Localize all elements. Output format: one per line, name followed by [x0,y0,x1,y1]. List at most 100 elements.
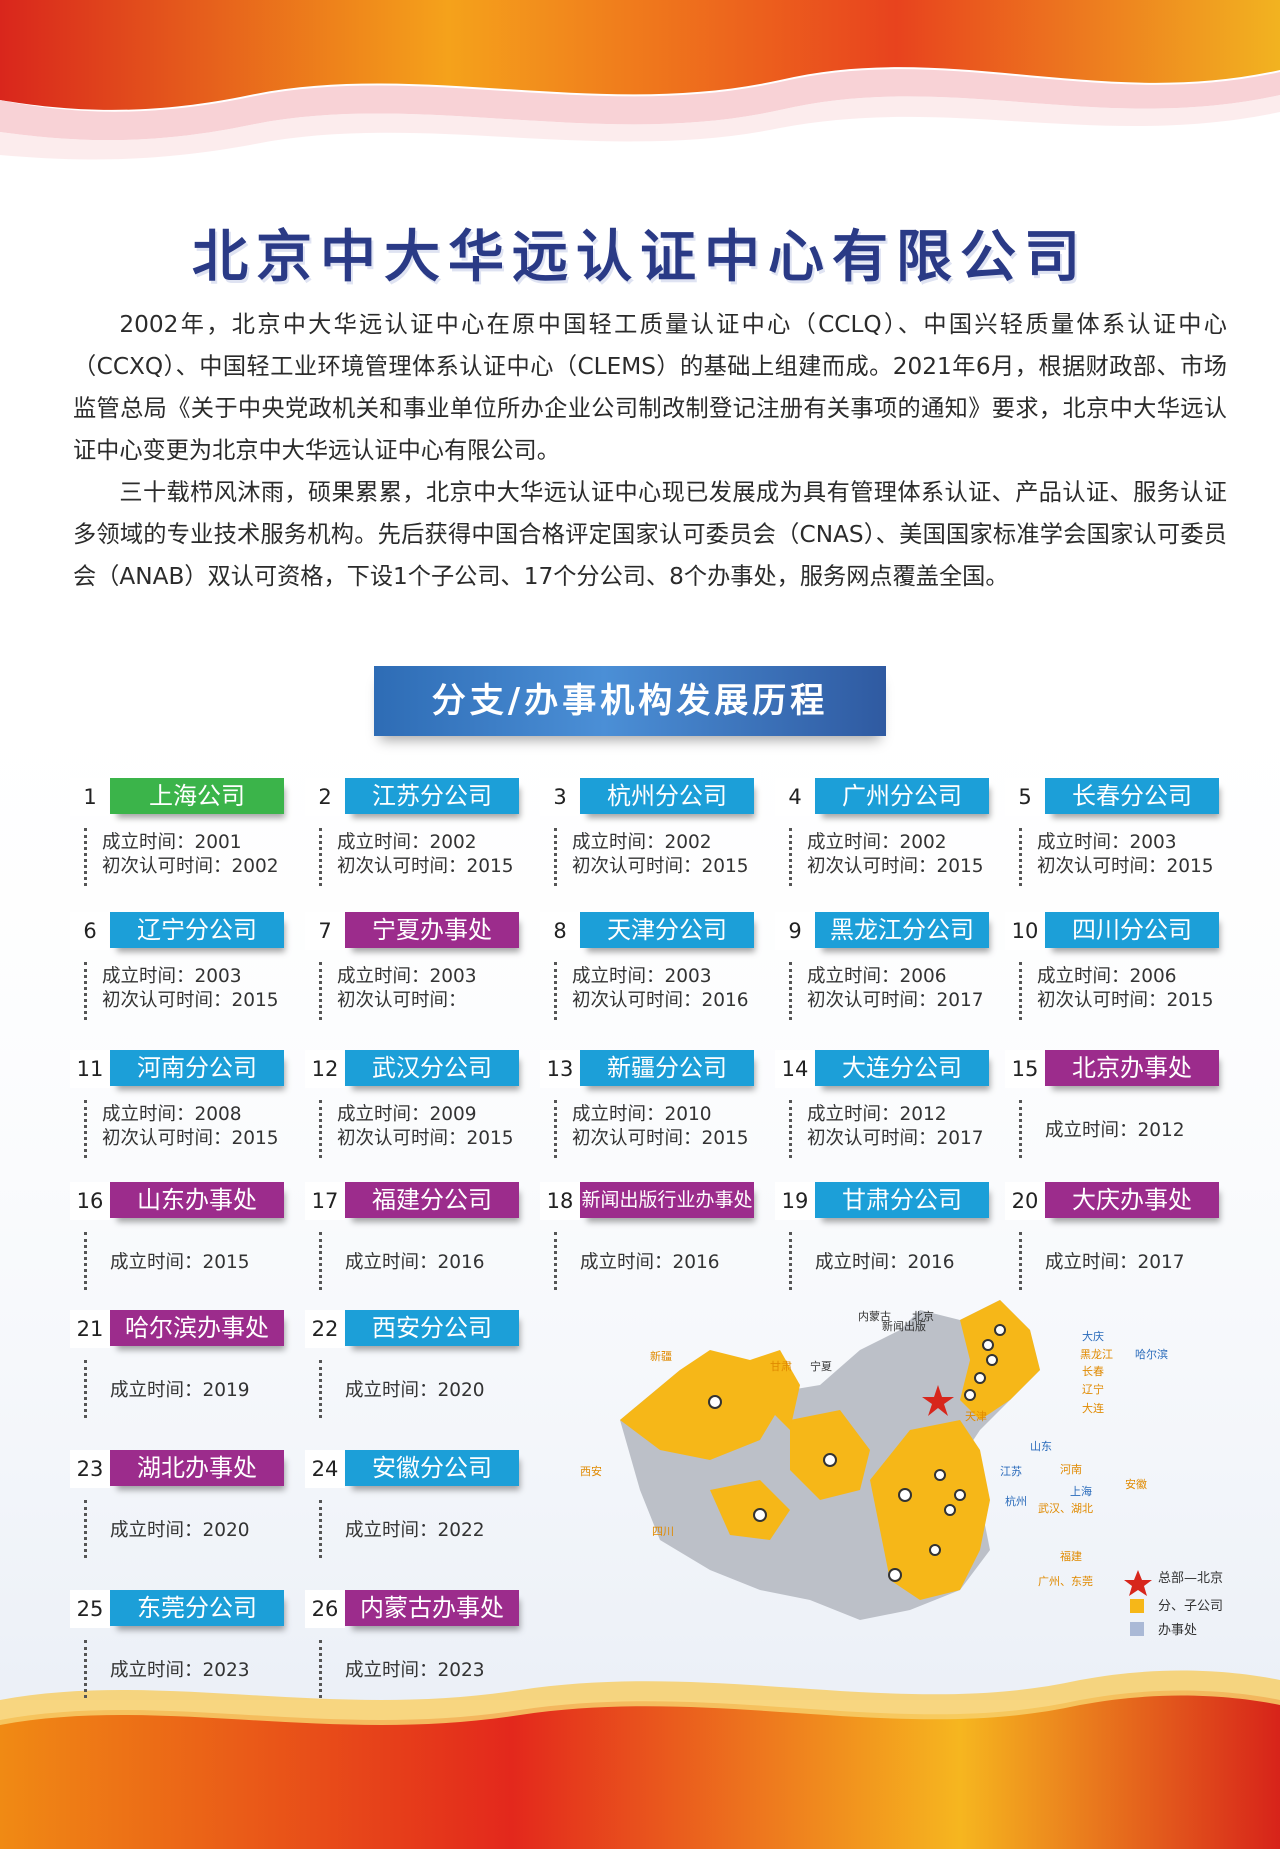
dotted-connector [1019,1100,1022,1158]
branch-name-tag: 大庆办事处 [1045,1182,1219,1218]
branch-number: 24 [305,1450,345,1488]
map-region-east [870,1420,990,1600]
legend-office-swatch [1130,1622,1144,1636]
legend-branch: 分、子公司 [1158,1599,1223,1614]
page-title: 北京中大华远认证中心有限公司 [192,225,1088,290]
marker-guangzhou [888,1568,902,1582]
branch-card: 21 哈尔滨办事处 成立时间：2019 [70,1310,290,1420]
branch-name-tag: 新闻出版行业办事处 [580,1182,754,1218]
map-label-beijing: 北京 [912,1309,934,1323]
dotted-connector [84,962,87,1020]
marker-liaoning [974,1372,986,1384]
map-label-xinjiang: 新疆 [650,1349,672,1363]
section-title-banner: 分支/办事机构发展历程 [374,666,886,736]
intro-paragraph-2: 三十载栉风沐雨，硕果累累，北京中大华远认证中心现已发展成为具有管理体系认证、产品… [73,479,1227,590]
dotted-connector [789,1100,792,1158]
map-label-xinwen: 新闻出版 [882,1319,926,1333]
map-label-guangzhou: 广州、东莞 [1038,1575,1093,1588]
branch-number: 6 [70,912,110,950]
branch-name-tag: 长春分公司 [1045,778,1219,814]
branch-card: 13 新疆分公司 成立时间：2010 初次认可时间：2015 [540,1050,760,1160]
branch-name-tag: 哈尔滨办事处 [110,1310,284,1346]
accreditation-date: 初次认可时间：2016 [572,990,749,1011]
established-date: 成立时间：2016 [580,1252,720,1273]
china-map: 内蒙古 新闻出版 北京 新疆 甘肃 宁夏 大庆 黑龙江 哈尔滨 长春 辽宁 大连… [580,1300,1223,1638]
map-label-shanghai: 上海 [1070,1484,1092,1498]
branch-number: 10 [1005,912,1045,950]
branch-name-tag: 甘肃分公司 [815,1182,989,1218]
dotted-connector [319,1640,322,1698]
branch-number: 13 [540,1050,580,1088]
dotted-connector [319,1232,322,1290]
dotted-connector [84,1640,87,1698]
legend-hq: 总部—北京 [1158,1571,1223,1586]
accreditation-date: 初次认可时间：2015 [572,1128,749,1149]
legend-branch-swatch [1130,1599,1144,1613]
branch-card: 11 河南分公司 成立时间：2008 初次认可时间：2015 [70,1050,290,1160]
established-date: 成立时间：2009 [337,1104,477,1125]
marker-wuhan [898,1488,912,1502]
dotted-connector [554,1232,557,1290]
branch-card: 26 内蒙古办事处 成立时间：2023 [305,1590,525,1700]
dotted-connector [319,828,322,886]
map-label-ningxia: 宁夏 [810,1359,832,1373]
intro-text: 2002年，北京中大华远认证中心在原中国轻工质量认证中心（CCLQ）、中国兴轻质… [73,304,1227,598]
accreditation-date: 初次认可时间： [337,990,467,1011]
branch-card: 22 西安分公司 成立时间：2020 [305,1310,525,1420]
established-date: 成立时间：2017 [1045,1252,1185,1273]
branch-card: 4 广州分公司 成立时间：2002 初次认可时间：2015 [775,778,995,888]
branch-card: 23 湖北办事处 成立时间：2020 [70,1450,290,1560]
branch-card: 5 长春分公司 成立时间：2003 初次认可时间：2015 [1005,778,1225,888]
accreditation-date: 初次认可时间：2015 [102,990,279,1011]
established-date: 成立时间：2012 [807,1104,947,1125]
map-label-tianjin: 天津 [965,1410,987,1423]
branch-name-tag: 东莞分公司 [110,1590,284,1626]
map-legend: 总部—北京 分、子公司 办事处 [1124,1570,1223,1638]
dotted-connector [84,828,87,886]
established-date: 成立时间：2020 [110,1520,250,1541]
branch-card: 14 大连分公司 成立时间：2012 初次认可时间：2017 [775,1050,995,1160]
branch-card: 8 天津分公司 成立时间：2003 初次认可时间：2016 [540,912,760,1022]
branch-card: 2 江苏分公司 成立时间：2002 初次认可时间：2015 [305,778,525,888]
branch-number: 20 [1005,1182,1045,1220]
branch-number: 5 [1005,778,1045,816]
map-label-hangzhou: 杭州 [1005,1494,1027,1508]
map-region-sichuan [710,1480,790,1540]
branch-card: 16 山东办事处 成立时间：2015 [70,1182,290,1292]
marker-dalian [964,1389,976,1401]
branch-card: 17 福建分公司 成立时间：2016 [305,1182,525,1292]
dotted-connector [319,1100,322,1158]
marker-daqing [982,1339,994,1351]
intro-paragraph-1: 2002年，北京中大华远认证中心在原中国轻工质量认证中心（CCLQ）、中国兴轻质… [73,311,1227,464]
branch-name-tag: 西安分公司 [345,1310,519,1346]
branch-number: 16 [70,1182,110,1220]
map-label-liaoning: 辽宁 [1082,1382,1104,1396]
accreditation-date: 初次认可时间：2015 [1037,856,1214,877]
marker-xinjiang [708,1395,722,1409]
dotted-connector [1019,828,1022,886]
marker-shanghai [954,1489,966,1501]
established-date: 成立时间：2002 [572,832,712,853]
branch-name-tag: 宁夏办事处 [345,912,519,948]
branch-name-tag: 安徽分公司 [345,1450,519,1486]
branch-card: 1 上海公司 成立时间：2001 初次认可时间：2002 [70,778,290,888]
branch-number: 17 [305,1182,345,1220]
marker-jiangsu [934,1469,946,1481]
accreditation-date: 初次认可时间：2015 [102,1128,279,1149]
branch-number: 19 [775,1182,815,1220]
branch-card: 10 四川分公司 成立时间：2006 初次认可时间：2015 [1005,912,1225,1022]
branch-card: 9 黑龙江分公司 成立时间：2006 初次认可时间：2017 [775,912,995,1022]
established-date: 成立时间：2023 [345,1660,485,1681]
map-label-fujian: 福建 [1060,1549,1082,1563]
branch-name-tag: 四川分公司 [1045,912,1219,948]
branch-number: 15 [1005,1050,1045,1088]
accreditation-date: 初次认可时间：2017 [807,990,984,1011]
branch-number: 3 [540,778,580,816]
branch-number: 23 [70,1450,110,1488]
branch-number: 1 [70,778,110,816]
map-label-heilongjiang: 黑龙江 [1080,1348,1113,1361]
established-date: 成立时间：2006 [1037,966,1177,987]
branch-number: 18 [540,1182,580,1220]
branch-name-tag: 武汉分公司 [345,1050,519,1086]
map-label-henan: 河南 [1060,1463,1082,1476]
